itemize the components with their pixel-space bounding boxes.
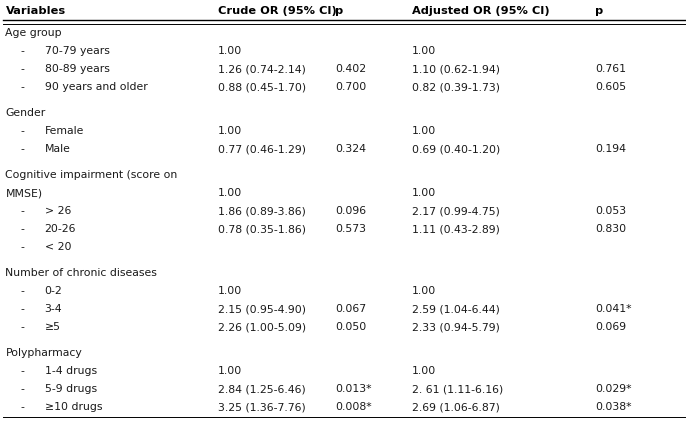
Text: 2.33 (0.94-5.79): 2.33 (0.94-5.79) <box>412 322 499 332</box>
Text: 2.69 (1.06-6.87): 2.69 (1.06-6.87) <box>412 402 499 412</box>
Text: Variables: Variables <box>5 6 66 16</box>
Text: -: - <box>21 144 25 154</box>
Text: -: - <box>21 206 25 216</box>
Text: 0.008*: 0.008* <box>335 402 371 412</box>
Text: 0.013*: 0.013* <box>335 384 371 394</box>
Text: 3.25 (1.36-7.76): 3.25 (1.36-7.76) <box>218 402 306 412</box>
Text: -: - <box>21 224 25 234</box>
Text: 0.605: 0.605 <box>595 82 626 92</box>
Text: Adjusted OR (95% CI): Adjusted OR (95% CI) <box>412 6 549 16</box>
Text: < 20: < 20 <box>45 242 71 252</box>
Text: 0.830: 0.830 <box>595 224 626 234</box>
Text: 1.00: 1.00 <box>218 188 242 198</box>
Text: -: - <box>21 366 25 376</box>
Text: 5-9 drugs: 5-9 drugs <box>45 384 97 394</box>
Text: 1.00: 1.00 <box>218 126 242 136</box>
Text: 2. 61 (1.11-6.16): 2. 61 (1.11-6.16) <box>412 384 503 394</box>
Text: 0.194: 0.194 <box>595 144 626 154</box>
Text: 1.26 (0.74-2.14): 1.26 (0.74-2.14) <box>218 64 306 74</box>
Text: 20-26: 20-26 <box>45 224 76 234</box>
Text: 1-4 drugs: 1-4 drugs <box>45 366 97 376</box>
Text: 0.029*: 0.029* <box>595 384 632 394</box>
Text: Age group: Age group <box>5 28 62 38</box>
Text: -: - <box>21 384 25 394</box>
Text: 1.00: 1.00 <box>412 188 436 198</box>
Text: 0.88 (0.45-1.70): 0.88 (0.45-1.70) <box>218 82 306 92</box>
Text: 0.82 (0.39-1.73): 0.82 (0.39-1.73) <box>412 82 499 92</box>
Text: 80-89 years: 80-89 years <box>45 64 110 74</box>
Text: 0.038*: 0.038* <box>595 402 632 412</box>
Text: -: - <box>21 402 25 412</box>
Text: 0.402: 0.402 <box>335 64 366 74</box>
Text: -: - <box>21 242 25 252</box>
Text: ≥10 drugs: ≥10 drugs <box>45 402 102 412</box>
Text: -: - <box>21 126 25 136</box>
Text: 90 years and older: 90 years and older <box>45 82 147 92</box>
Text: 2.15 (0.95-4.90): 2.15 (0.95-4.90) <box>218 304 306 314</box>
Text: Crude OR (95% CI): Crude OR (95% CI) <box>218 6 337 16</box>
Text: 1.00: 1.00 <box>412 126 436 136</box>
Text: Female: Female <box>45 126 84 136</box>
Text: 0.69 (0.40-1.20): 0.69 (0.40-1.20) <box>412 144 500 154</box>
Text: 0.041*: 0.041* <box>595 304 632 314</box>
Text: > 26: > 26 <box>45 206 71 216</box>
Text: 1.00: 1.00 <box>218 286 242 296</box>
Text: Cognitive impairment (score on: Cognitive impairment (score on <box>5 170 178 180</box>
Text: 1.00: 1.00 <box>218 366 242 376</box>
Text: Number of chronic diseases: Number of chronic diseases <box>5 268 157 278</box>
Text: Male: Male <box>45 144 71 154</box>
Text: 0.77 (0.46-1.29): 0.77 (0.46-1.29) <box>218 144 306 154</box>
Text: 0-2: 0-2 <box>45 286 62 296</box>
Text: 1.11 (0.43-2.89): 1.11 (0.43-2.89) <box>412 224 499 234</box>
Text: 0.324: 0.324 <box>335 144 366 154</box>
Text: -: - <box>21 82 25 92</box>
Text: 3-4: 3-4 <box>45 304 62 314</box>
Text: -: - <box>21 46 25 56</box>
Text: 1.86 (0.89-3.86): 1.86 (0.89-3.86) <box>218 206 306 216</box>
Text: 2.17 (0.99-4.75): 2.17 (0.99-4.75) <box>412 206 499 216</box>
Text: 2.59 (1.04-6.44): 2.59 (1.04-6.44) <box>412 304 499 314</box>
Text: -: - <box>21 64 25 74</box>
Text: 0.761: 0.761 <box>595 64 626 74</box>
Text: 0.700: 0.700 <box>335 82 366 92</box>
Text: 2.26 (1.00-5.09): 2.26 (1.00-5.09) <box>218 322 306 332</box>
Text: -: - <box>21 322 25 332</box>
Text: 0.067: 0.067 <box>335 304 366 314</box>
Text: 0.096: 0.096 <box>335 206 366 216</box>
Text: 1.00: 1.00 <box>412 46 436 56</box>
Text: ≥5: ≥5 <box>45 322 60 332</box>
Text: -: - <box>21 286 25 296</box>
Text: 1.00: 1.00 <box>412 286 436 296</box>
Text: MMSE): MMSE) <box>5 188 43 198</box>
Text: 0.573: 0.573 <box>335 224 366 234</box>
Text: 70-79 years: 70-79 years <box>45 46 110 56</box>
Text: Gender: Gender <box>5 108 46 118</box>
Text: p: p <box>335 6 343 16</box>
Text: 0.069: 0.069 <box>595 322 626 332</box>
Text: 1.00: 1.00 <box>412 366 436 376</box>
Text: Polypharmacy: Polypharmacy <box>5 348 82 358</box>
Text: 0.78 (0.35-1.86): 0.78 (0.35-1.86) <box>218 224 306 234</box>
Text: -: - <box>21 304 25 314</box>
Text: 2.84 (1.25-6.46): 2.84 (1.25-6.46) <box>218 384 306 394</box>
Text: 0.053: 0.053 <box>595 206 626 216</box>
Text: 0.050: 0.050 <box>335 322 366 332</box>
Text: p: p <box>595 6 604 16</box>
Text: 1.10 (0.62-1.94): 1.10 (0.62-1.94) <box>412 64 499 74</box>
Text: 1.00: 1.00 <box>218 46 242 56</box>
